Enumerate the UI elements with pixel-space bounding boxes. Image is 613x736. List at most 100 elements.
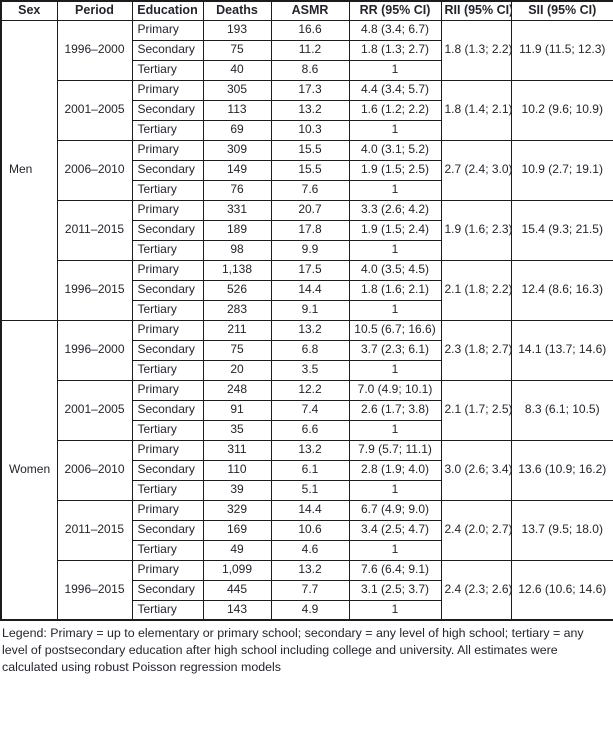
- table-row: Men 1996–2000 Primary 193 16.6 4.8 (3.4; 6.7)…: [0, 19, 613, 321]
- deaths-cell: 35: [202, 419, 272, 441]
- rr-cell: 1: [348, 599, 442, 621]
- period-cell: 2006–2010: [56, 439, 133, 501]
- asmr-cell: 6.8: [270, 339, 350, 361]
- table-row: 2011–2015 Primary 331 20.7 3.3 (2.6; 4.2) 1.9…: [1, 199, 613, 261]
- education-cell: Tertiary: [131, 239, 204, 261]
- education-cell: Tertiary: [131, 179, 204, 201]
- table-row: Tertiary 49 4.6 1: [1, 539, 613, 561]
- rr-cell: 1: [348, 119, 442, 141]
- rr-cell: 4.0 (3.1; 5.2): [348, 139, 442, 161]
- table-row: Secondary 189 17.8 1.9 (1.5; 2.4): [1, 219, 613, 241]
- rr-cell: 1: [348, 419, 442, 441]
- education-cell: Primary: [131, 559, 204, 581]
- table-row: 2006–2010 Primary 309 15.5 4.0 (3.1; 5.2) 2.7…: [1, 139, 613, 201]
- table-row: 2011–2015 Primary 329 14.4 6.7 (4.9; 9.0) 2.4…: [1, 499, 613, 561]
- rii-cell: 1.8 (1.4; 2.1): [440, 79, 512, 141]
- education-cell: Tertiary: [131, 59, 204, 81]
- deaths-cell: 113: [202, 99, 272, 121]
- rr-cell: 1: [348, 479, 442, 501]
- deaths-cell: 211: [202, 319, 272, 341]
- header-row: Sex Period Education Deaths ASMR RR (95%…: [0, 0, 613, 21]
- col-header-asmr: ASMR: [270, 0, 350, 21]
- asmr-cell: 10.3: [270, 119, 350, 141]
- sii-cell: 12.4 (8.6; 16.3): [510, 259, 613, 321]
- sii-cell: 14.1 (13.7; 14.6): [510, 319, 613, 381]
- asmr-cell: 13.2: [270, 439, 350, 461]
- table-row: Secondary 149 15.5 1.9 (1.5; 2.5): [1, 159, 613, 181]
- period-cell: 2001–2005: [56, 79, 133, 141]
- col-header-sii: SII (95% CI): [510, 0, 613, 21]
- rr-cell: 1.9 (1.5; 2.4): [348, 219, 442, 241]
- asmr-cell: 14.4: [270, 279, 350, 301]
- table-header: Sex Period Education Deaths ASMR RR (95%…: [0, 0, 613, 21]
- asmr-cell: 3.5: [270, 359, 350, 381]
- deaths-cell: 40: [202, 59, 272, 81]
- col-header-rii: RII (95% CI): [440, 0, 512, 21]
- deaths-cell: 75: [202, 339, 272, 361]
- period-cell: 1996–2000: [56, 19, 133, 81]
- deaths-cell: 91: [202, 399, 272, 421]
- rr-cell: 4.8 (3.4; 6.7): [348, 19, 442, 41]
- table-row: Women 1996–2000 Primary 211 13.2 10.5 (6.7; 1…: [0, 319, 613, 621]
- asmr-cell: 6.1: [270, 459, 350, 481]
- rii-cell: 3.0 (2.6; 3.4): [440, 439, 512, 501]
- asmr-cell: 16.6: [270, 19, 350, 41]
- sii-cell: 15.4 (9.3; 21.5): [510, 199, 613, 261]
- table-row: 2001–2005 Primary 248 12.2 7.0 (4.9; 10.1) 2.…: [1, 379, 613, 441]
- deaths-cell: 149: [202, 159, 272, 181]
- education-cell: Primary: [131, 379, 204, 401]
- asmr-cell: 11.2: [270, 39, 350, 61]
- rr-cell: 3.4 (2.5; 4.7): [348, 519, 442, 541]
- col-header-sex: Sex: [0, 0, 58, 21]
- mortality-inequality-table: Sex Period Education Deaths ASMR RR (95%…: [0, 0, 613, 621]
- table-row: Tertiary 35 6.6 1: [1, 419, 613, 441]
- table-legend: Legend: Primary = up to elementary or pr…: [2, 626, 584, 674]
- deaths-cell: 169: [202, 519, 272, 541]
- deaths-cell: 329: [202, 499, 272, 521]
- rii-cell: 2.3 (1.8; 2.7): [440, 319, 512, 381]
- deaths-cell: 69: [202, 119, 272, 141]
- rii-cell: 1.8 (1.3; 2.2): [440, 19, 512, 81]
- education-cell: Secondary: [131, 39, 204, 61]
- sii-cell: 13.7 (9.5; 18.0): [510, 499, 613, 561]
- rr-cell: 2.8 (1.9; 4.0): [348, 459, 442, 481]
- sii-cell: 8.3 (6.1; 10.5): [510, 379, 613, 441]
- sii-cell: 11.9 (11.5; 12.3): [510, 19, 613, 81]
- deaths-cell: 283: [202, 299, 272, 321]
- rr-cell: 2.6 (1.7; 3.8): [348, 399, 442, 421]
- table-row: Secondary 445 7.7 3.1 (2.5; 3.7): [1, 579, 613, 601]
- deaths-cell: 49: [202, 539, 272, 561]
- asmr-cell: 12.2: [270, 379, 350, 401]
- deaths-cell: 39: [202, 479, 272, 501]
- asmr-cell: 20.7: [270, 199, 350, 221]
- period-cell: 2001–2005: [56, 379, 133, 441]
- asmr-cell: 13.2: [270, 99, 350, 121]
- asmr-cell: 17.5: [270, 259, 350, 281]
- rr-cell: 1: [348, 299, 442, 321]
- rr-cell: 7.6 (6.4; 9.1): [348, 559, 442, 581]
- deaths-cell: 1,099: [202, 559, 272, 581]
- education-cell: Secondary: [131, 159, 204, 181]
- rr-cell: 3.7 (2.3; 6.1): [348, 339, 442, 361]
- rr-cell: 7.0 (4.9; 10.1): [348, 379, 442, 401]
- sii-cell: 10.9 (2.7; 19.1): [510, 139, 613, 201]
- deaths-cell: 445: [202, 579, 272, 601]
- education-cell: Secondary: [131, 99, 204, 121]
- period-cell: 2006–2010: [56, 139, 133, 201]
- deaths-cell: 75: [202, 39, 272, 61]
- period-cell: 1996–2000: [56, 319, 133, 381]
- education-cell: Secondary: [131, 339, 204, 361]
- rr-cell: 4.4 (3.4; 5.7): [348, 79, 442, 101]
- rii-cell: 2.7 (2.4; 3.0): [440, 139, 512, 201]
- education-cell: Tertiary: [131, 299, 204, 321]
- deaths-cell: 189: [202, 219, 272, 241]
- deaths-cell: 1,138: [202, 259, 272, 281]
- sex-cell: Women: [0, 319, 58, 621]
- table-row: 1996–2015 Primary 1,138 17.5 4.0 (3.5; 4.5) 2…: [1, 259, 613, 321]
- education-cell: Primary: [131, 79, 204, 101]
- rr-cell: 1: [348, 239, 442, 261]
- rr-cell: 4.0 (3.5; 4.5): [348, 259, 442, 281]
- sex-cell: Men: [0, 19, 58, 321]
- col-header-deaths: Deaths: [202, 0, 272, 21]
- education-cell: Tertiary: [131, 419, 204, 441]
